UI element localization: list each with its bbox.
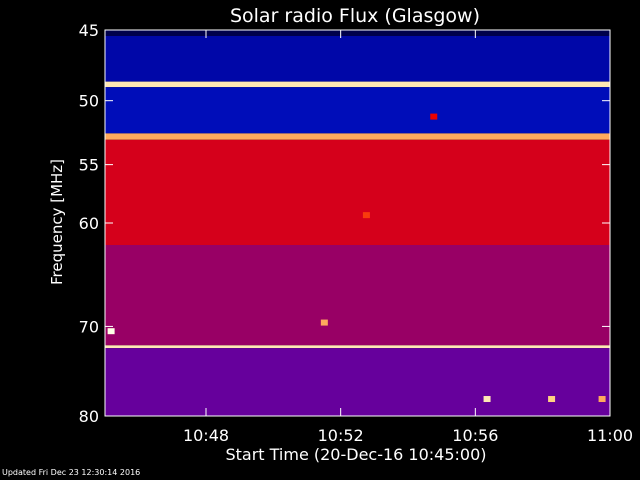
y-tick-label: 55 bbox=[79, 156, 99, 175]
bursts-layer bbox=[107, 113, 606, 403]
burst-2 bbox=[430, 113, 438, 120]
burst-5 bbox=[483, 396, 491, 403]
heatmap-band-4 bbox=[105, 87, 610, 134]
y-tick-label: 60 bbox=[79, 214, 99, 233]
heatmap-area bbox=[105, 30, 610, 416]
x-axis-label: Start Time (20-Dec-16 10:45:00) bbox=[225, 445, 486, 464]
heatmap-band-6 bbox=[105, 139, 610, 245]
burst-7 bbox=[598, 396, 606, 403]
chart-title: Solar radio Flux (Glasgow) bbox=[230, 5, 480, 27]
heatmap-band-7 bbox=[105, 244, 610, 346]
heatmap-band-9 bbox=[105, 348, 610, 416]
heatmap-band-1 bbox=[105, 30, 610, 36]
heatmap-band-3 bbox=[105, 81, 610, 88]
x-tick-label: 10:48 bbox=[183, 426, 229, 445]
x-axis: 10:48 10:52 10:56 11:00 bbox=[183, 30, 633, 445]
heatmap-band-8 bbox=[105, 345, 610, 349]
x-tick-label: 10:56 bbox=[452, 426, 498, 445]
y-axis-label: Frequency [MHz] bbox=[48, 159, 66, 285]
updated-timestamp: Updated Fri Dec 23 12:30:14 2016 bbox=[2, 468, 141, 477]
burst-4 bbox=[107, 328, 115, 335]
burst-6 bbox=[548, 396, 556, 403]
burst-3 bbox=[320, 319, 328, 326]
y-tick-label: 80 bbox=[79, 407, 99, 426]
y-tick-label: 45 bbox=[79, 21, 99, 40]
y-tick-label: 50 bbox=[79, 92, 99, 111]
heatmap-band-2 bbox=[105, 35, 610, 82]
burst-1 bbox=[362, 212, 370, 219]
x-tick-label: 11:00 bbox=[587, 426, 633, 445]
x-tick-label: 10:52 bbox=[318, 426, 364, 445]
heatmap-band-5 bbox=[105, 133, 610, 140]
y-tick-label: 70 bbox=[79, 317, 99, 336]
y-axis: 45 50 55 60 70 80 bbox=[79, 21, 610, 426]
